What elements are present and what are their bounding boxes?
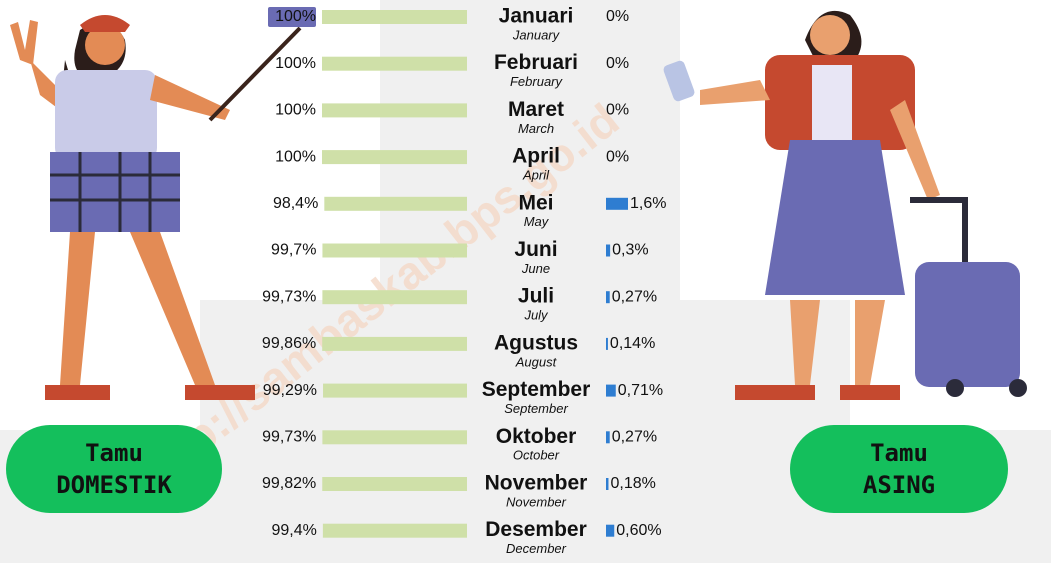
value-label: 0,60%	[616, 522, 661, 539]
value-label: 99,86%	[262, 335, 316, 352]
foreign-illustration	[663, 10, 1027, 400]
value-label: 0,14%	[610, 335, 655, 352]
month-label: November	[485, 472, 588, 495]
bar	[322, 523, 467, 538]
highlight	[268, 7, 316, 27]
value-label: 99,73%	[262, 288, 316, 305]
legend-domestic: Tamu DOMESTIK	[6, 425, 222, 513]
legend-foreign: Tamu ASING	[790, 425, 1008, 513]
legend-label: Tamu DOMESTIK	[56, 439, 172, 499]
value-label: 0,18%	[610, 475, 655, 492]
bar	[606, 244, 611, 257]
bar	[606, 524, 615, 537]
bar	[606, 478, 609, 490]
month-translation: October	[513, 448, 560, 463]
value-label: 0,71%	[618, 382, 663, 399]
bar	[322, 243, 467, 258]
month-translation: July	[523, 308, 549, 323]
month-label: Desember	[485, 518, 587, 541]
bar	[322, 56, 467, 71]
value-label: 100%	[275, 8, 316, 25]
bar	[606, 384, 616, 397]
value-label: 0,3%	[612, 242, 648, 259]
bar	[322, 10, 467, 24]
bar	[322, 290, 467, 305]
bar	[322, 103, 467, 118]
value-label: 100%	[275, 102, 316, 119]
month-label: Juli	[518, 285, 554, 308]
month-translation: December	[506, 541, 567, 556]
bar	[323, 383, 467, 398]
month-label: Februari	[494, 51, 578, 74]
domestic-illustration	[10, 15, 302, 400]
bar	[606, 337, 608, 350]
month-translation: February	[510, 74, 564, 89]
value-label: 0%	[606, 148, 629, 165]
bar	[322, 477, 467, 491]
month-translation: May	[524, 214, 550, 229]
value-label: 100%	[275, 148, 316, 165]
value-label: 99,29%	[263, 382, 317, 399]
value-label: 99,7%	[271, 242, 316, 259]
value-label: 0%	[606, 102, 629, 119]
month-label: April	[512, 145, 560, 168]
month-translation: November	[506, 494, 567, 509]
month-label: Mei	[518, 191, 553, 214]
value-label: 98,4%	[273, 195, 318, 212]
bar	[606, 197, 628, 210]
month-translation: January	[512, 27, 561, 42]
value-label: 99,82%	[262, 475, 316, 492]
month-label: September	[482, 378, 591, 401]
month-label: Agustus	[494, 331, 578, 354]
bar	[322, 150, 467, 165]
month-label: Januari	[499, 5, 574, 28]
value-label: 0,27%	[612, 429, 657, 446]
month-translation: June	[521, 261, 550, 276]
month-label: Juni	[514, 238, 557, 261]
bar	[322, 336, 467, 351]
value-label: 0%	[606, 8, 629, 25]
value-label: 100%	[275, 55, 316, 72]
bar	[606, 291, 610, 304]
month-translation: August	[515, 354, 558, 369]
month-label: Oktober	[496, 425, 577, 448]
bar	[606, 431, 610, 444]
value-label: 1,6%	[630, 195, 666, 212]
month-translation: April	[522, 168, 550, 183]
bar	[322, 430, 467, 445]
month-translation: September	[504, 401, 568, 416]
month-label: Maret	[508, 98, 564, 121]
value-label: 99,4%	[271, 522, 316, 539]
bar	[324, 196, 467, 211]
value-label: 0,27%	[612, 288, 657, 305]
value-label: 0%	[606, 55, 629, 72]
legend-label: Tamu ASING	[862, 439, 936, 499]
month-translation: March	[518, 121, 554, 136]
value-label: 99,73%	[262, 429, 316, 446]
